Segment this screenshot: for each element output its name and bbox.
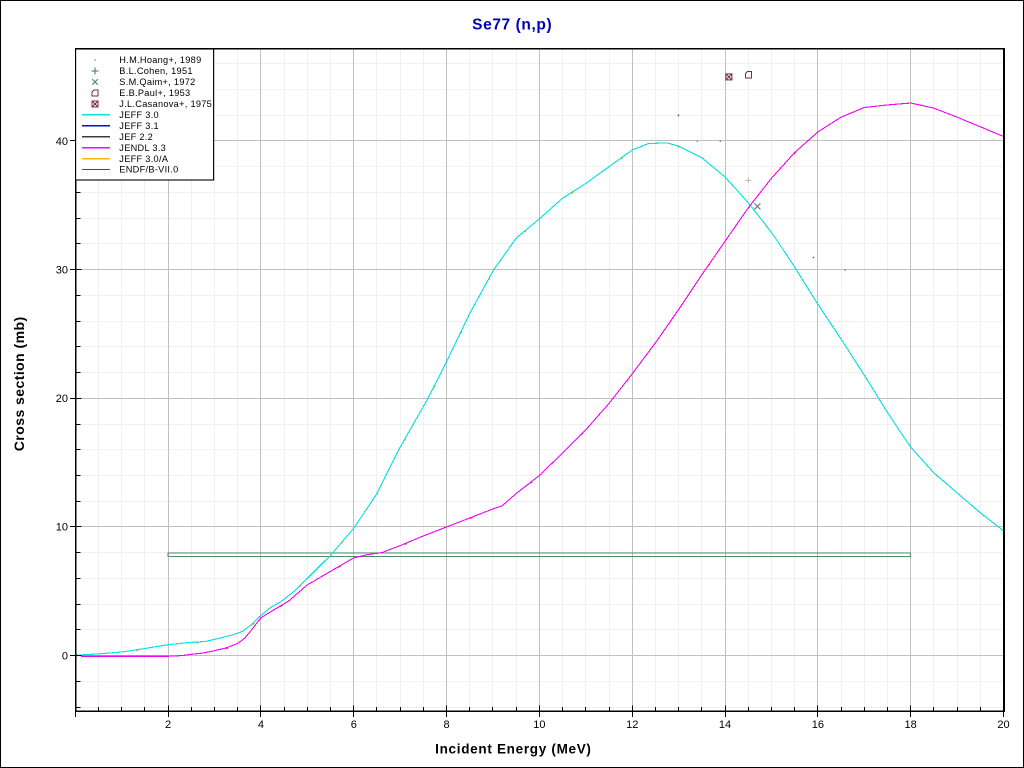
svg-text:B.L.Cohen, 1951: B.L.Cohen, 1951	[119, 66, 192, 76]
svg-text:20: 20	[997, 719, 1009, 731]
svg-text:JENDL 3.3: JENDL 3.3	[119, 143, 166, 153]
svg-text:Se77 (n,p): Se77 (n,p)	[472, 17, 552, 34]
svg-text:E.B.Paul+, 1953: E.B.Paul+, 1953	[119, 88, 190, 98]
svg-text:10: 10	[56, 522, 68, 534]
svg-text:16: 16	[812, 719, 824, 731]
svg-text:JEFF 3.1: JEFF 3.1	[119, 121, 159, 131]
svg-text:0: 0	[62, 650, 68, 662]
svg-text:18: 18	[905, 719, 917, 731]
svg-text:12: 12	[626, 719, 638, 731]
svg-text:8: 8	[444, 719, 450, 731]
svg-text:Incident Energy (MeV): Incident Energy (MeV)	[435, 742, 591, 757]
svg-text:ENDF/B-VII.0: ENDF/B-VII.0	[119, 165, 178, 175]
svg-text:14: 14	[719, 719, 731, 731]
svg-text:S.M.Qaim+, 1972: S.M.Qaim+, 1972	[119, 77, 195, 87]
svg-text:JEFF 3.0/A: JEFF 3.0/A	[119, 154, 169, 164]
svg-text:Cross section (mb): Cross section (mb)	[11, 316, 27, 451]
svg-text:JEF 2.2: JEF 2.2	[119, 132, 153, 142]
svg-text:40: 40	[56, 136, 68, 148]
svg-text:30: 30	[56, 264, 68, 276]
svg-text:JEFF 3.0: JEFF 3.0	[119, 110, 159, 120]
svg-text:H.M.Hoang+, 1989: H.M.Hoang+, 1989	[119, 55, 201, 65]
svg-text:10: 10	[533, 719, 545, 731]
svg-text:J.L.Casanova+, 1975: J.L.Casanova+, 1975	[119, 99, 212, 109]
svg-text:4: 4	[258, 719, 264, 731]
svg-text:2: 2	[165, 719, 171, 731]
svg-text:6: 6	[351, 719, 357, 731]
svg-text:20: 20	[56, 393, 68, 405]
